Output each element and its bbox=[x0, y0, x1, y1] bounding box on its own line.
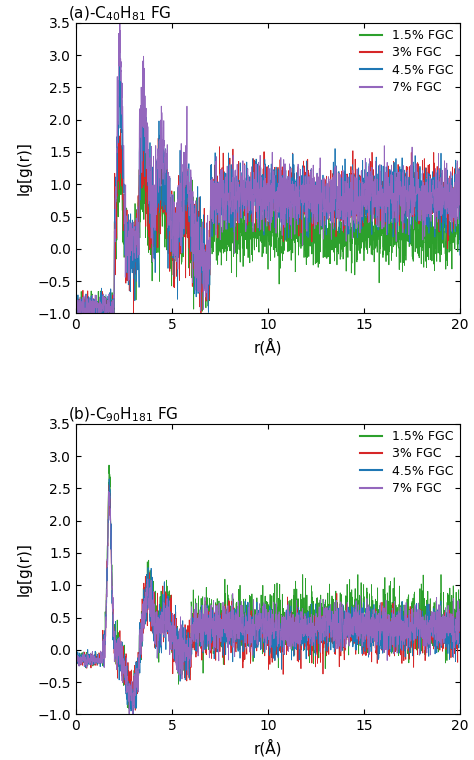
X-axis label: r(Å): r(Å) bbox=[254, 739, 282, 756]
X-axis label: r(Å): r(Å) bbox=[254, 337, 282, 356]
Y-axis label: lg[g(r)]: lg[g(r)] bbox=[17, 141, 32, 195]
Y-axis label: lg[g(r)]: lg[g(r)] bbox=[17, 542, 32, 596]
Legend: 1.5% FGC, 3% FGC, 4.5% FGC, 7% FGC: 1.5% FGC, 3% FGC, 4.5% FGC, 7% FGC bbox=[360, 29, 454, 94]
Legend: 1.5% FGC, 3% FGC, 4.5% FGC, 7% FGC: 1.5% FGC, 3% FGC, 4.5% FGC, 7% FGC bbox=[360, 430, 454, 496]
Text: (a)-C$_{40}$H$_{81}$ FG: (a)-C$_{40}$H$_{81}$ FG bbox=[68, 5, 172, 23]
Text: (b)-C$_{90}$H$_{181}$ FG: (b)-C$_{90}$H$_{181}$ FG bbox=[68, 405, 179, 424]
